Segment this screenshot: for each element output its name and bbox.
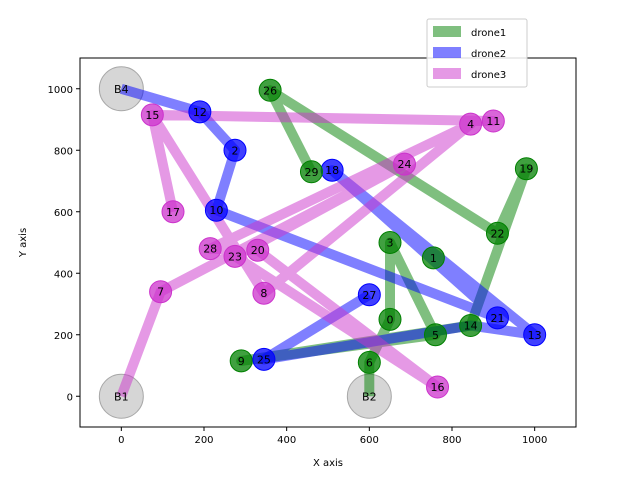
node-marker-27 bbox=[357, 283, 381, 307]
legend-swatch-drone3 bbox=[433, 68, 461, 79]
x-tick-label-800: 800 bbox=[442, 435, 461, 446]
base-label-b2: B2 bbox=[362, 390, 377, 403]
node-marker-24 bbox=[392, 152, 416, 176]
node-marker-21 bbox=[485, 306, 509, 330]
node-marker-29 bbox=[299, 160, 323, 184]
node-label-0: 0 bbox=[387, 313, 394, 326]
node-label-21: 21 bbox=[490, 312, 504, 325]
legend-swatch-drone1 bbox=[433, 26, 461, 37]
node-label-4: 4 bbox=[467, 118, 474, 131]
node-marker-3 bbox=[378, 231, 402, 254]
base-label-b1: B1 bbox=[114, 390, 129, 403]
node-marker-25 bbox=[252, 347, 276, 371]
node-marker-9 bbox=[229, 349, 253, 373]
legend-swatch-drone2 bbox=[433, 47, 461, 58]
node-label-23: 23 bbox=[228, 250, 242, 263]
node-label-26: 26 bbox=[263, 84, 277, 97]
node-marker-14 bbox=[459, 314, 483, 338]
y-tick-label-600: 600 bbox=[54, 208, 73, 219]
node-label-1: 1 bbox=[430, 252, 437, 265]
node-label-27: 27 bbox=[362, 289, 376, 302]
node-label-3: 3 bbox=[387, 237, 394, 250]
node-marker-2 bbox=[223, 138, 247, 162]
node-marker-26 bbox=[258, 78, 282, 102]
node-marker-15 bbox=[140, 103, 164, 127]
y-tick-label-0: 0 bbox=[67, 392, 73, 403]
x-tick-label-1000: 1000 bbox=[522, 435, 547, 446]
node-marker-6 bbox=[357, 350, 381, 374]
node-label-19: 19 bbox=[519, 163, 533, 176]
node-label-8: 8 bbox=[260, 287, 267, 300]
x-tick-label-400: 400 bbox=[277, 435, 296, 446]
y-tick-label-200: 200 bbox=[54, 331, 73, 342]
node-label-16: 16 bbox=[431, 381, 445, 394]
node-marker-23 bbox=[223, 244, 247, 268]
legend-label-drone2: drone2 bbox=[471, 49, 506, 60]
node-label-14: 14 bbox=[464, 320, 478, 333]
node-label-18: 18 bbox=[325, 164, 339, 177]
x-tick-label-600: 600 bbox=[360, 435, 379, 446]
node-label-7: 7 bbox=[157, 286, 164, 299]
node-marker-1 bbox=[421, 246, 445, 270]
node-label-6: 6 bbox=[366, 356, 373, 369]
node-label-20: 20 bbox=[251, 244, 265, 257]
node-label-29: 29 bbox=[304, 166, 318, 179]
node-marker-10 bbox=[204, 198, 228, 222]
x-axis-title: X axis bbox=[313, 458, 343, 469]
node-label-2: 2 bbox=[232, 144, 239, 157]
node-marker-0 bbox=[378, 307, 402, 331]
node-label-5: 5 bbox=[432, 329, 439, 342]
node-label-13: 13 bbox=[528, 329, 542, 342]
node-marker-16 bbox=[426, 375, 450, 399]
node-label-17: 17 bbox=[166, 206, 180, 219]
plot-frame bbox=[79, 57, 577, 428]
node-label-11: 11 bbox=[486, 115, 500, 128]
base-label-b4: B4 bbox=[114, 83, 129, 96]
legend-label-drone1: drone1 bbox=[471, 28, 506, 39]
y-axis-title: Y axis bbox=[18, 228, 29, 258]
node-marker-4 bbox=[459, 112, 483, 136]
legend-label-drone3: drone3 bbox=[471, 70, 506, 81]
y-tick-label-400: 400 bbox=[54, 269, 73, 280]
node-marker-13 bbox=[523, 323, 547, 347]
node-marker-28 bbox=[198, 237, 222, 261]
node-marker-19 bbox=[514, 157, 538, 181]
node-marker-22 bbox=[485, 221, 509, 245]
x-tick-label-200: 200 bbox=[194, 435, 213, 446]
node-marker-11 bbox=[481, 109, 505, 133]
node-marker-5 bbox=[423, 323, 447, 347]
node-label-22: 22 bbox=[490, 227, 504, 240]
node-label-12: 12 bbox=[193, 106, 207, 119]
node-marker-20 bbox=[246, 238, 270, 262]
node-label-15: 15 bbox=[145, 109, 159, 122]
node-label-9: 9 bbox=[238, 355, 245, 368]
y-tick-label-800: 800 bbox=[54, 146, 73, 157]
node-marker-7 bbox=[149, 280, 173, 304]
y-tick-label-1000: 1000 bbox=[48, 85, 73, 96]
node-label-10: 10 bbox=[209, 204, 223, 217]
node-marker-12 bbox=[188, 100, 212, 124]
node-label-25: 25 bbox=[257, 353, 271, 366]
x-tick-label-0: 0 bbox=[118, 435, 124, 446]
node-label-28: 28 bbox=[203, 243, 217, 256]
node-marker-8 bbox=[252, 281, 276, 305]
node-marker-17 bbox=[161, 200, 185, 224]
node-label-24: 24 bbox=[397, 158, 411, 171]
